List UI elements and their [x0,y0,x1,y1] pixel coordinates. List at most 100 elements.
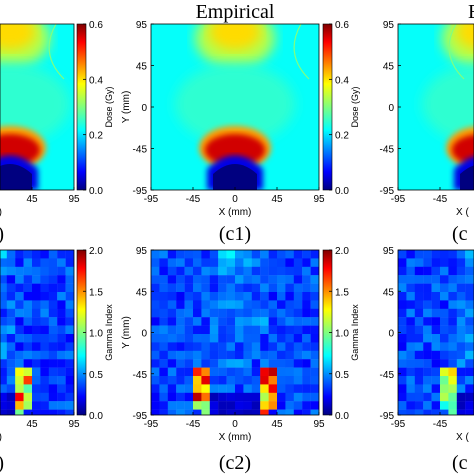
gamma-cell [159,350,168,360]
gamma-cell [193,350,202,360]
gamma-cell [6,334,16,343]
gamma-cell [32,392,41,402]
gamma-cell [176,376,185,385]
gamma-cell [6,384,16,393]
gamma-cell [159,401,168,410]
gamma-cell [423,359,432,368]
gamma-cell [293,258,303,267]
gamma-cell [260,283,269,293]
gamma-cell [226,250,236,259]
gamma-cell [15,266,24,276]
gamma-cell [431,283,441,293]
dose-hot-cap [205,134,265,166]
gamma-cell [293,292,303,301]
gamma-cell [260,392,269,402]
gamma-cell [23,258,33,267]
gamma-cell [414,384,424,393]
gamma-cell [251,334,261,343]
gamma-cell [251,308,261,318]
gamma-cell [151,300,160,309]
gamma-cell [440,409,449,415]
gamma-cell [285,334,294,343]
gamma-cell [423,317,432,326]
gamma-cell [302,342,311,351]
gamma-cell [65,367,74,377]
gamma-cell [398,292,407,301]
gamma-cell [465,384,474,393]
gamma-cell [193,300,202,309]
gamma-cell [15,275,24,284]
x-tick-label: -45 [186,419,201,430]
gamma-cell [193,342,202,351]
gamma-cell [285,300,294,309]
gamma-cell [414,392,424,402]
gamma-cell [23,308,33,318]
colorbar-tick-label: 0.2 [89,131,103,142]
gamma-cell [57,367,66,377]
gamma-cell [65,258,74,267]
gamma-cell [243,275,252,284]
gamma-cell [209,317,219,326]
gamma-cell [226,367,236,377]
gamma-cell [151,317,160,326]
gamma-cell [159,384,168,393]
gamma-cell [32,359,41,368]
gamma-cell [243,384,252,393]
gamma-cell [310,292,319,301]
x-tick-label: 95 [68,194,80,205]
gamma-cell [440,258,449,267]
gamma-cell [268,317,278,326]
y-tick-label: 95 [383,20,395,31]
gamma-cell [440,292,449,301]
gamma-cell [167,401,177,410]
gamma-cell [456,367,466,377]
gamma-cell [65,359,74,368]
gamma-cell [218,392,227,402]
x-tick-label: 45 [26,194,38,205]
gamma-cell [465,292,474,301]
x-tick-label: 0 [232,194,238,205]
gamma-cell [302,409,311,415]
gamma-cell [431,367,441,377]
colorbar-label: Gamma Index [350,304,360,361]
gamma-cell [176,334,185,343]
gamma-cell [209,283,219,293]
y-tick-label: -95 [133,411,148,422]
gamma-cell [310,392,319,402]
gamma-cell [40,409,49,415]
dose-low-core [213,164,257,190]
gamma-cell [193,409,202,415]
gamma-cell [423,350,432,360]
gamma-cell [423,250,432,259]
gamma-cell [201,376,210,385]
gamma-cell [406,334,415,343]
colorbar-tick-label: 0.0 [89,186,103,197]
gamma-cell [0,292,8,301]
panel-caption: (c [452,223,468,245]
gamma-cell [448,283,457,293]
panel-caption: (c [452,452,468,474]
gamma-cell [406,409,415,415]
gamma-cell [218,308,227,318]
dose-map-ct [0,23,75,191]
gamma-cell [310,317,319,326]
gamma-cell [48,409,58,415]
gamma-cell [431,384,441,393]
x-axis-label: X (mm) [0,432,2,443]
gamma-cell [406,283,415,293]
gamma-cell [285,376,294,385]
gamma-cell [48,359,58,368]
gamma-cell [23,384,33,393]
gamma-cell [209,392,219,402]
gamma-cell [15,317,24,326]
gamma-cell [65,392,74,402]
gamma-cell [23,392,33,402]
gamma-cell [184,409,194,415]
gamma-cell [151,350,160,360]
gamma-cell [151,359,160,368]
gamma-cell [226,342,236,351]
gamma-cell [440,401,449,410]
gamma-cell [456,250,466,259]
gamma-cell [32,384,41,393]
